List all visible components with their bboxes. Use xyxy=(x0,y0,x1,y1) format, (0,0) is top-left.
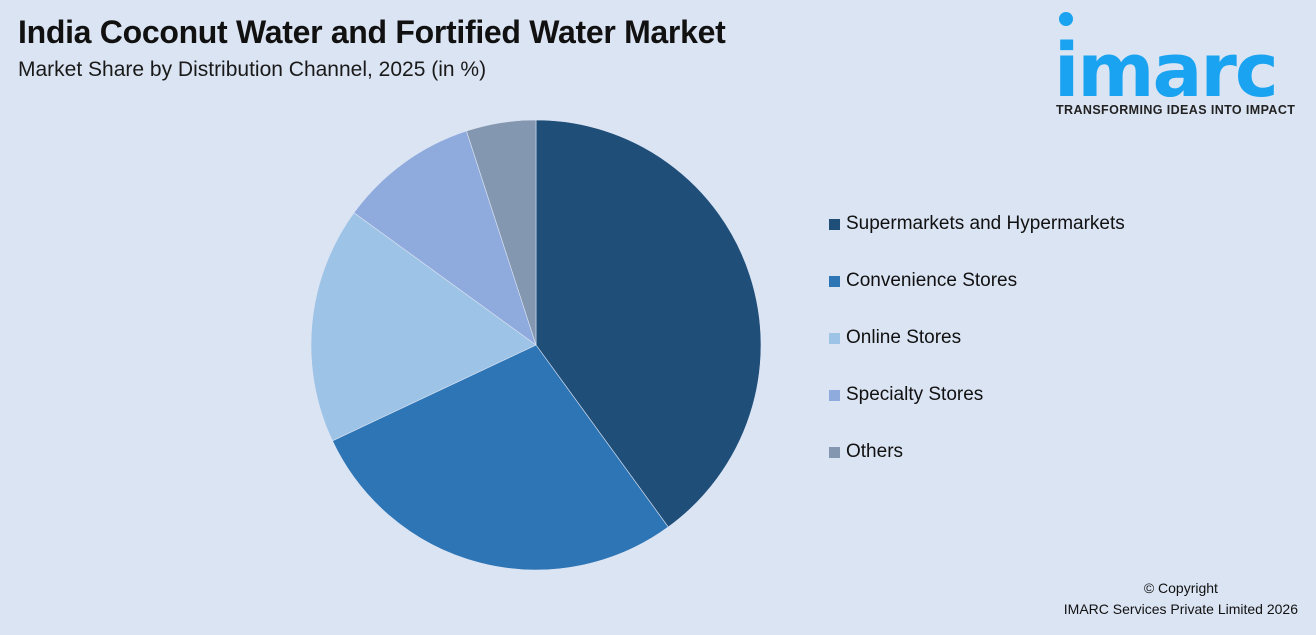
logo-dot-icon xyxy=(1059,12,1073,26)
legend-label: Online Stores xyxy=(846,327,962,348)
copyright-notice: © Copyright IMARC Services Private Limit… xyxy=(1064,578,1298,620)
legend-item-supermarkets: Supermarkets and Hypermarkets xyxy=(829,212,1125,236)
legend-item-others: Others xyxy=(829,440,1125,464)
copyright-line: © Copyright xyxy=(1143,580,1218,596)
legend-swatch xyxy=(829,275,840,287)
copyright-company: IMARC Services Private Limited 2026 xyxy=(1063,601,1298,617)
legend-label: Convenience Stores xyxy=(846,270,1018,291)
chart-title: India Coconut Water and Fortified Water … xyxy=(18,14,726,50)
pie-slice-online-stores xyxy=(311,212,537,442)
legend-label: Supermarkets and Hypermarkets xyxy=(846,213,1125,234)
logo-tagline: TRANSFORMING IDEAS INTO IMPACT xyxy=(1056,103,1296,117)
pie-slice-specialty-stores xyxy=(353,130,537,346)
legend-swatch xyxy=(829,389,840,401)
legend-item-online: Online Stores xyxy=(829,326,1125,350)
legend-swatch xyxy=(829,332,840,344)
pie-slice-supermarkets-and-hypermarkets xyxy=(535,120,761,528)
legend-swatch xyxy=(829,446,840,458)
pie-chart xyxy=(311,120,761,570)
imarc-logo: imarc TRANSFORMING IDEAS INTO IMPACT xyxy=(1052,8,1308,123)
pie-slice-convenience-stores xyxy=(332,344,669,570)
logo-wordmark: imarc xyxy=(1054,28,1279,114)
legend-swatch xyxy=(829,218,840,230)
legend-item-convenience: Convenience Stores xyxy=(829,269,1125,293)
legend-item-specialty: Specialty Stores xyxy=(829,383,1125,407)
legend-label: Specialty Stores xyxy=(846,384,984,405)
chart-legend: Supermarkets and Hypermarkets Convenienc… xyxy=(829,212,1125,497)
pie-slice-others xyxy=(466,120,537,346)
chart-subtitle: Market Share by Distribution Channel, 20… xyxy=(18,58,487,81)
legend-label: Others xyxy=(846,441,904,462)
